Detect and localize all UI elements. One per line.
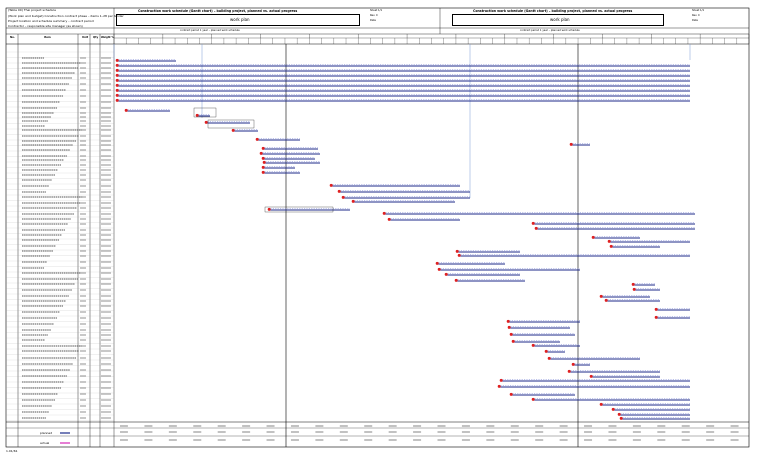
title-right: Construction work schedule (Gantt chart)… [473, 9, 633, 13]
start-marker [115, 83, 119, 87]
workplan-box-right [452, 14, 664, 26]
start-marker [337, 189, 341, 193]
sheet-right-1: Rev. 0 [692, 14, 700, 17]
start-marker [204, 120, 208, 124]
start-marker [617, 412, 621, 416]
start-marker [611, 407, 615, 411]
legend-actual-label: actual [40, 441, 50, 445]
subheader-left: contract period 1 year – planned work sc… [180, 29, 240, 32]
sheet-right-0: Sheet 1/1 [692, 9, 705, 12]
start-marker [654, 307, 658, 311]
start-marker [632, 287, 636, 291]
start-marker [435, 261, 439, 265]
col-item: Item [44, 36, 51, 39]
start-marker [115, 78, 119, 82]
start-marker [509, 332, 513, 336]
col-weight: Weight % [101, 36, 114, 39]
start-marker [531, 221, 535, 225]
start-marker [455, 249, 459, 253]
start-marker [591, 235, 595, 239]
start-marker [115, 63, 119, 67]
start-marker [124, 108, 128, 112]
start-marker [115, 93, 119, 97]
start-marker [351, 199, 355, 203]
start-marker [115, 88, 119, 92]
start-marker [619, 416, 623, 420]
start-marker [454, 278, 458, 282]
start-marker [607, 239, 611, 243]
sheet-right-2: Date [692, 19, 698, 22]
start-marker [437, 267, 441, 271]
header-line-1: (Table 00) Thai project schedule [8, 8, 56, 12]
start-marker [571, 362, 575, 366]
start-marker [267, 207, 271, 211]
col-unit: Unit [82, 36, 89, 39]
subitem-box [207, 119, 255, 129]
header-line-3: Project location and schedule summary – … [8, 19, 94, 23]
start-marker [506, 319, 510, 323]
start-marker [631, 282, 635, 286]
header-line-2: (Work plan and budget) Construction cont… [8, 14, 124, 18]
start-marker [589, 374, 593, 378]
start-marker [497, 384, 501, 388]
start-marker [547, 356, 551, 360]
subitem-box [193, 107, 217, 118]
start-marker [261, 165, 265, 169]
start-marker [511, 339, 515, 343]
start-marker [387, 217, 391, 221]
start-marker [115, 73, 119, 77]
start-marker [599, 402, 603, 406]
start-marker [654, 315, 658, 319]
subitem-box [264, 206, 334, 213]
start-marker [569, 142, 573, 146]
start-marker [609, 244, 613, 248]
start-marker [261, 156, 265, 160]
subheader-right: contract period 1 year – planned work sc… [520, 29, 580, 32]
col-qty: Qty [93, 36, 99, 39]
start-marker [329, 183, 333, 187]
start-marker [499, 378, 503, 382]
title-left: Construction work schedule (Gantt chart)… [138, 9, 298, 13]
workplan-box-left [116, 14, 360, 26]
start-marker [115, 58, 119, 62]
start-marker [531, 397, 535, 401]
workplan-label-left: work plan [230, 17, 250, 22]
start-marker [259, 151, 263, 155]
start-marker [534, 226, 538, 230]
start-marker [509, 392, 513, 396]
start-marker [531, 343, 535, 347]
start-marker [195, 113, 199, 117]
start-marker [261, 146, 265, 150]
start-marker [261, 170, 265, 174]
sheet-left-2: Date [370, 19, 376, 22]
start-marker [262, 160, 266, 164]
col-no: No. [10, 36, 15, 39]
start-marker [382, 211, 386, 215]
sheet-left-0: Sheet 1/1 [370, 9, 383, 12]
legend-planned-label: planned [40, 431, 53, 435]
footer-code: 1.01/61 [6, 449, 18, 453]
start-marker [115, 98, 119, 102]
workplan-label-right: work plan [550, 17, 570, 22]
header-line-4: Contractor – responsible site manager (a… [8, 24, 83, 28]
start-marker [341, 195, 345, 199]
start-marker [544, 349, 548, 353]
start-marker [507, 325, 511, 329]
start-marker [567, 369, 571, 373]
start-marker [115, 68, 119, 72]
start-marker [231, 128, 235, 132]
sheet-left-1: Rev. 0 [370, 14, 378, 17]
sheet-frame [5, 7, 750, 448]
start-marker [604, 298, 608, 302]
start-marker [255, 137, 259, 141]
start-marker [457, 253, 461, 257]
start-marker [599, 294, 603, 298]
start-marker [444, 272, 448, 276]
